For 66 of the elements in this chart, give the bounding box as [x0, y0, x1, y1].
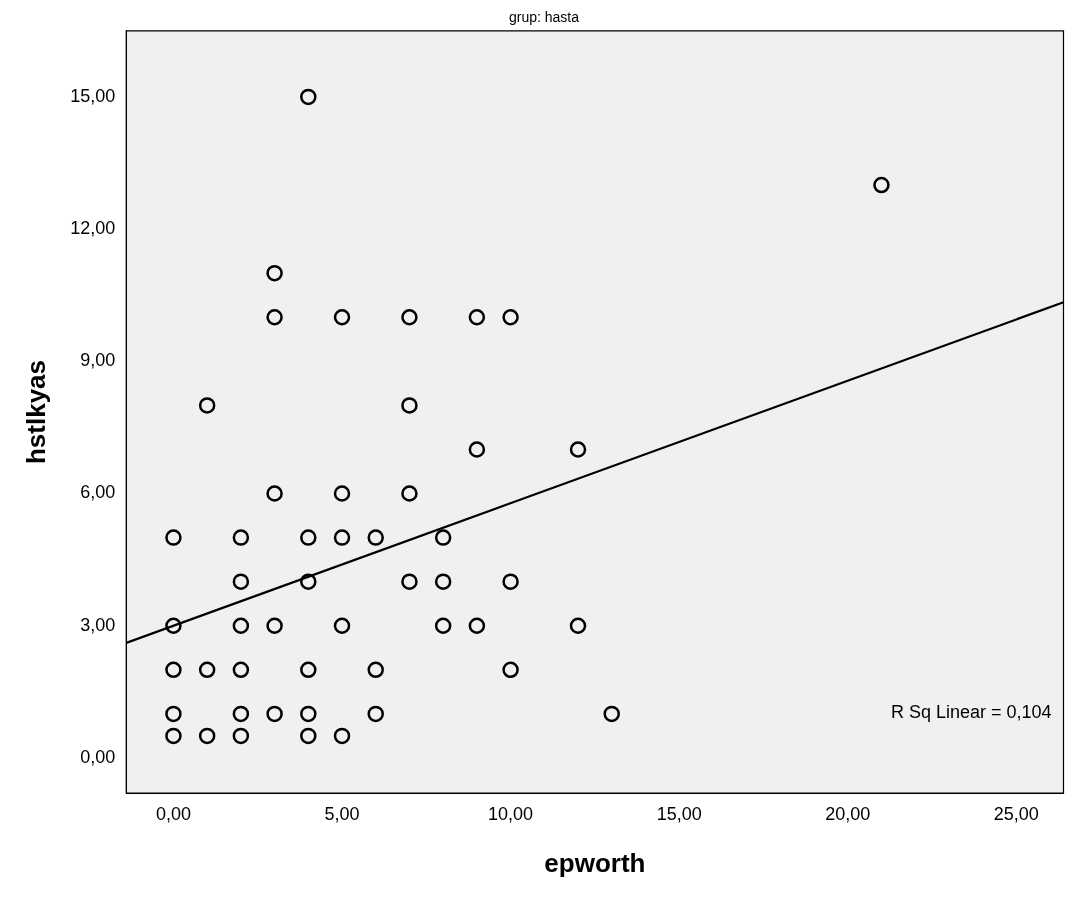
x-tick-label: 10,00 — [488, 803, 534, 824]
point — [569, 617, 587, 634]
point — [300, 88, 317, 106]
point — [367, 661, 384, 679]
point — [266, 309, 283, 326]
point — [367, 705, 384, 723]
x-axis-title: epworth — [544, 847, 646, 878]
point — [232, 617, 250, 634]
point — [232, 727, 250, 745]
point — [401, 397, 418, 414]
y-tick-label: 12,00 — [70, 218, 116, 239]
point — [468, 309, 486, 326]
point — [468, 617, 486, 634]
point — [198, 397, 216, 414]
point — [198, 661, 216, 679]
point — [232, 573, 250, 590]
point — [434, 529, 452, 546]
point — [300, 727, 317, 745]
point — [165, 727, 182, 745]
point — [401, 573, 418, 590]
point — [502, 309, 519, 326]
point — [165, 529, 182, 546]
annotation: R Sq Linear = 0,104 — [890, 702, 1052, 723]
point — [266, 617, 283, 634]
x-tick-label: 15,00 — [656, 803, 702, 824]
point — [401, 485, 418, 502]
point — [300, 573, 317, 590]
point — [502, 573, 519, 590]
point — [266, 705, 283, 723]
point — [333, 727, 351, 745]
point — [367, 529, 384, 546]
point — [300, 529, 317, 546]
point — [603, 705, 620, 723]
y-tick-label: 3,00 — [80, 614, 116, 635]
point — [502, 661, 519, 679]
point — [434, 617, 452, 634]
point — [333, 309, 351, 326]
chart-title: grup: hasta — [508, 9, 580, 26]
y-tick-label: 9,00 — [80, 350, 116, 371]
point — [165, 617, 182, 634]
point — [468, 441, 486, 458]
point — [266, 264, 283, 282]
point — [165, 705, 182, 723]
point — [232, 529, 250, 546]
point — [333, 529, 351, 546]
x-tick-label: 5,00 — [324, 803, 360, 824]
point — [232, 661, 250, 679]
y-tick-label: 6,00 — [80, 482, 116, 503]
point — [569, 441, 587, 458]
x-tick-label: 20,00 — [825, 803, 871, 824]
x-tick-label: 25,00 — [993, 803, 1039, 824]
y-axis-title: hstlkyas — [20, 359, 51, 465]
point — [232, 705, 250, 723]
point — [333, 485, 351, 502]
point — [873, 176, 890, 194]
point — [333, 617, 351, 634]
point — [434, 573, 452, 590]
point — [401, 309, 418, 326]
point — [300, 661, 317, 679]
y-tick-label: 0,00 — [80, 746, 116, 767]
point — [198, 727, 216, 745]
point — [266, 485, 283, 502]
y-tick-label: 15,00 — [70, 85, 116, 106]
x-tick-label: 0,00 — [155, 803, 191, 824]
point — [300, 705, 317, 723]
point — [165, 661, 182, 679]
